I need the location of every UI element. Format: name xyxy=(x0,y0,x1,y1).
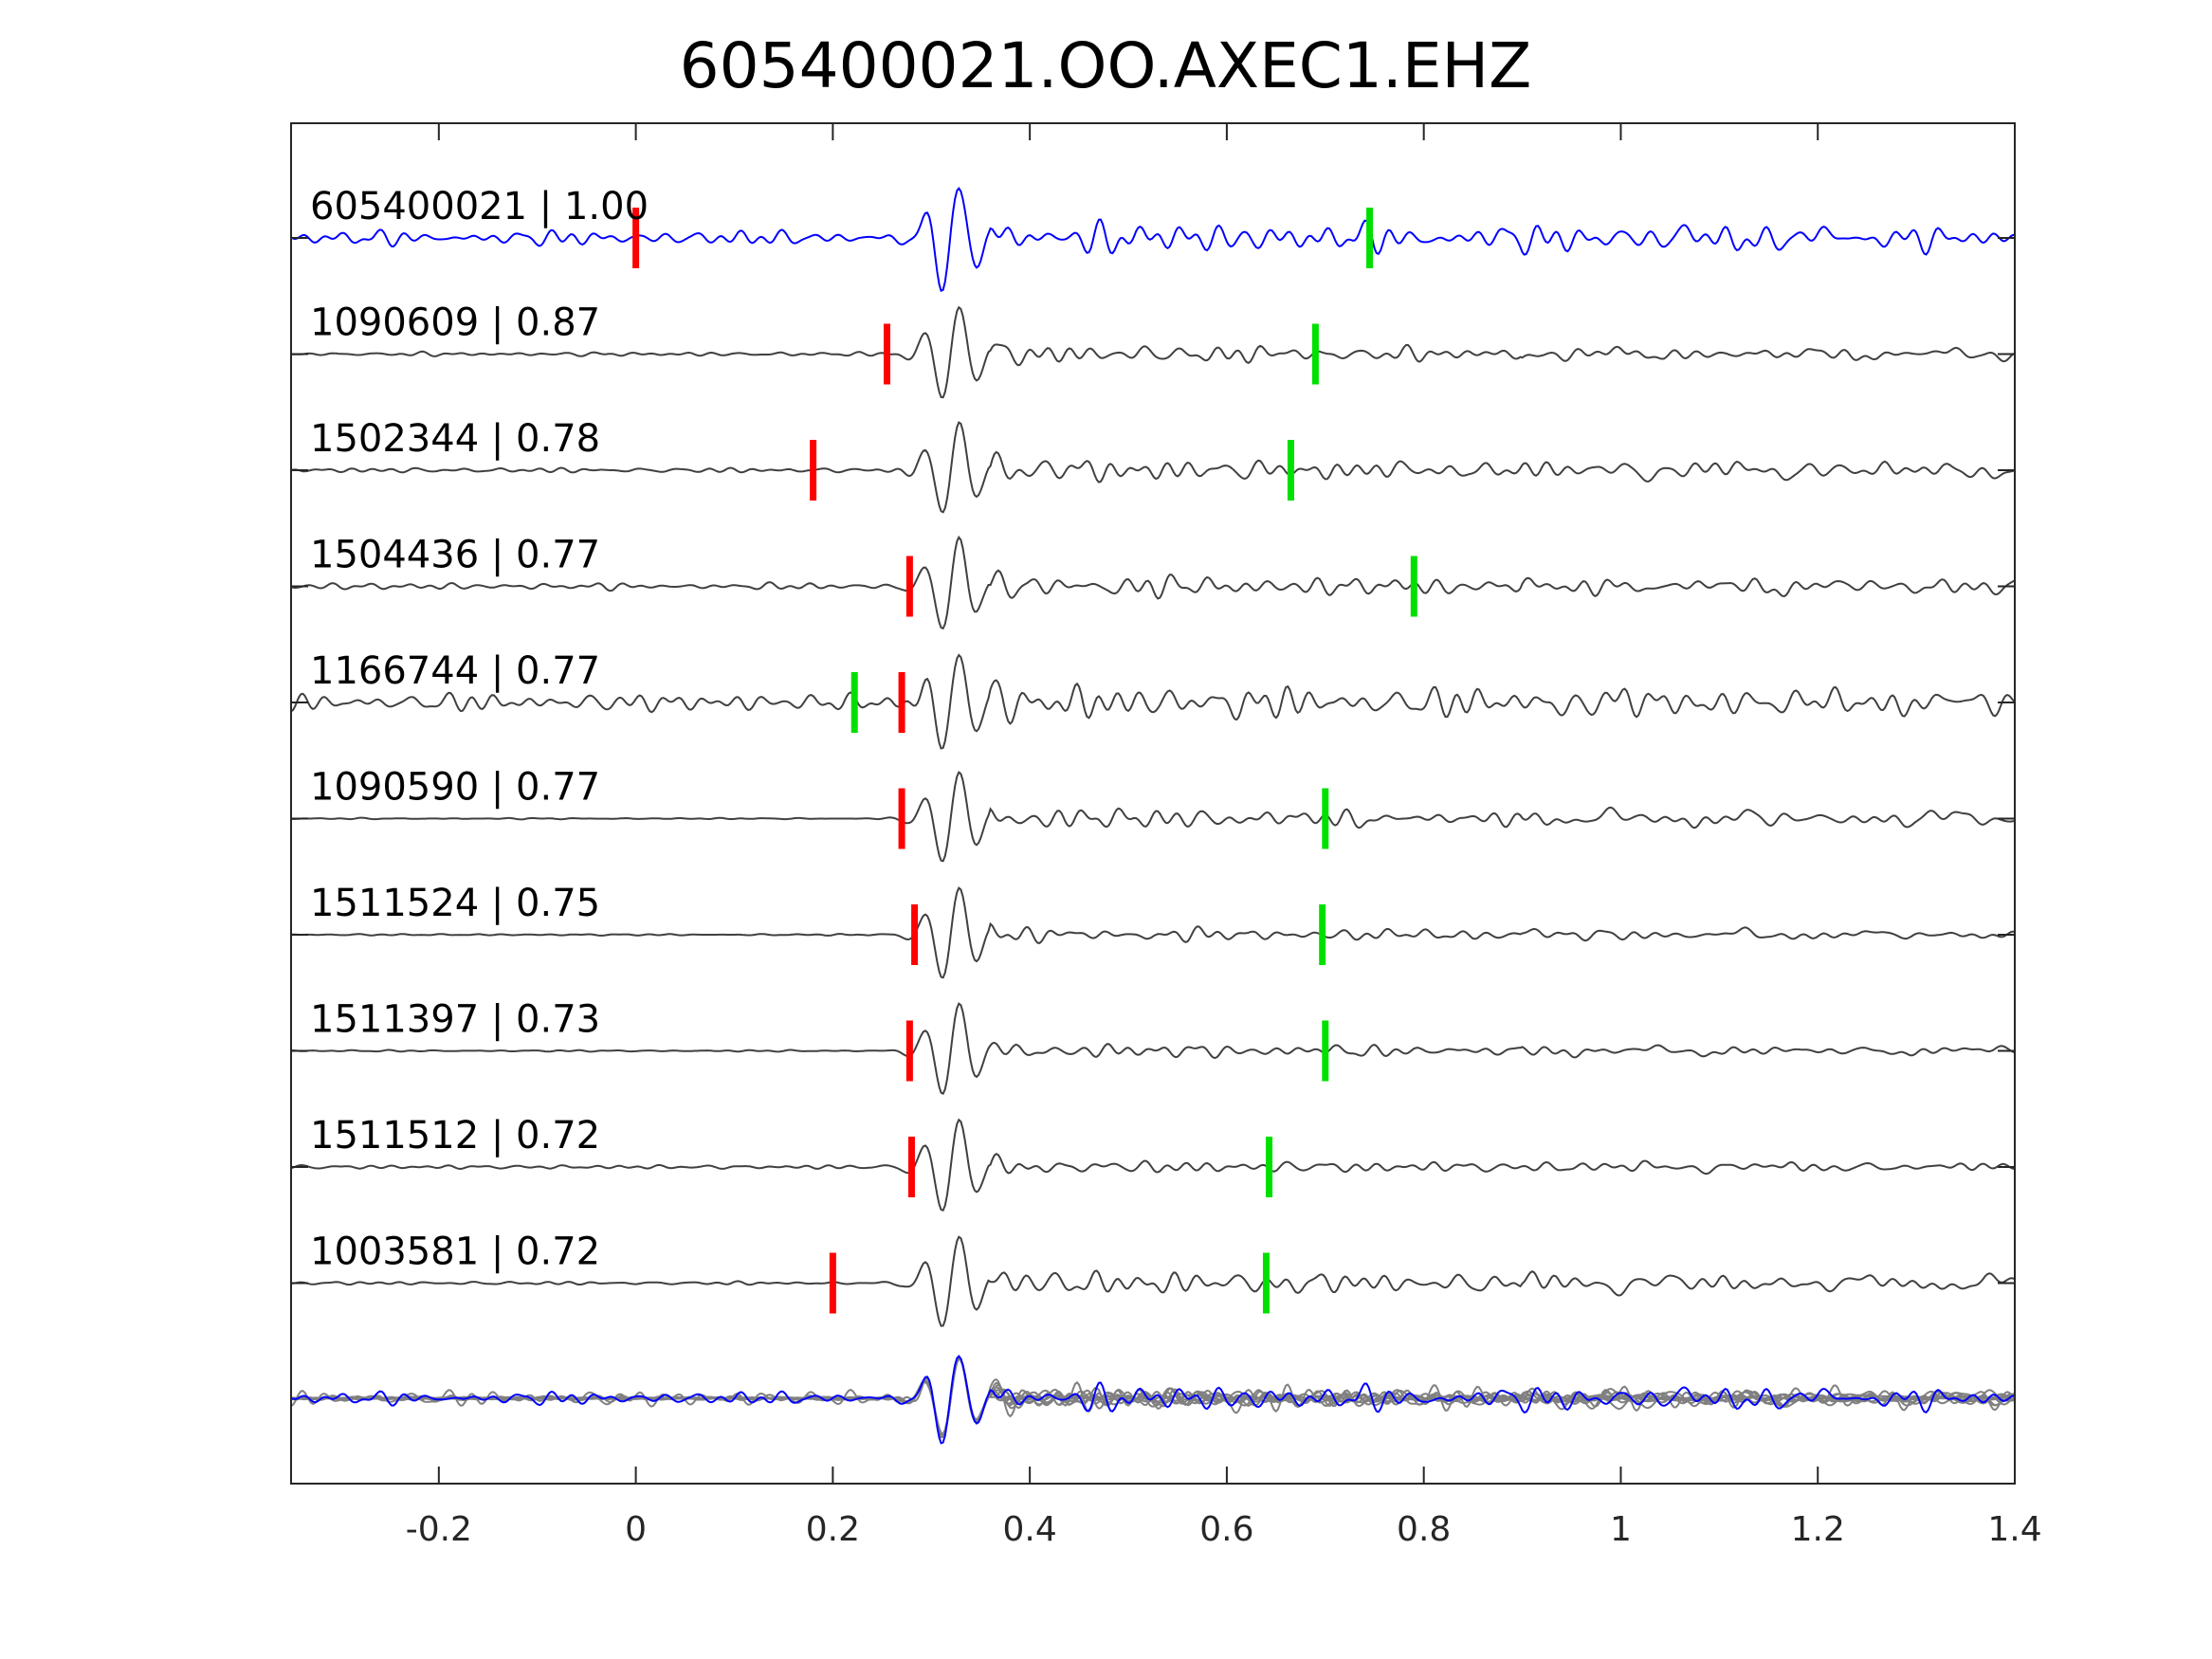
trace-line xyxy=(291,886,2016,979)
trace-label: 1166744 | 0.77 xyxy=(310,649,600,693)
x-tick-label: 0 xyxy=(625,1510,647,1549)
trace-line xyxy=(290,305,2016,399)
x-tick-label: 0.8 xyxy=(1397,1510,1451,1549)
x-tick-label: -0.2 xyxy=(406,1510,472,1549)
trace-label: 1502344 | 0.78 xyxy=(310,417,600,461)
trace-line xyxy=(291,1002,2016,1096)
x-tick-label: 1 xyxy=(1610,1510,1632,1549)
x-tick-label: 0.2 xyxy=(806,1510,860,1549)
overlay-master-line xyxy=(290,1354,2016,1445)
trace-line xyxy=(290,1118,2016,1212)
trace-label: 1511397 | 0.73 xyxy=(310,998,600,1042)
trace-group xyxy=(290,187,2016,1327)
x-tick-label: 1.2 xyxy=(1791,1510,1845,1549)
trace-line xyxy=(290,421,2016,514)
plot-frame xyxy=(290,122,2016,1485)
trace-line xyxy=(290,771,2016,863)
x-tick-label: 1.4 xyxy=(1987,1510,2041,1549)
trace-line xyxy=(290,187,2016,293)
x-tick-label: 0.6 xyxy=(1199,1510,1253,1549)
overlay-stack xyxy=(290,1354,2016,1445)
trace-label: 1504436 | 0.77 xyxy=(310,534,600,577)
trace-label: 1003581 | 0.72 xyxy=(310,1231,600,1274)
trace-line xyxy=(291,1235,2016,1327)
trace-line xyxy=(290,653,2016,750)
trace-label: 1511524 | 0.75 xyxy=(310,882,600,925)
trace-label: 1090590 | 0.77 xyxy=(310,766,600,810)
trace-label: 605400021 | 1.00 xyxy=(310,185,649,228)
trace-label: 1511512 | 0.72 xyxy=(310,1114,600,1158)
axes-frame xyxy=(290,122,2016,1485)
x-axis-ticks: -0.2 0 0.2 0.4 0.6 0.8 1 1.2 1.4 xyxy=(406,123,2042,1549)
trace-label: 1090609 | 0.87 xyxy=(310,301,600,345)
x-tick-label: 0.4 xyxy=(1003,1510,1057,1549)
trace-line xyxy=(290,535,2016,630)
chart-title: 605400021.OO.AXEC1.EHZ xyxy=(680,29,1532,102)
trace-labels: 605400021 | 1.00 1090609 | 0.87 1502344 | … xyxy=(310,185,649,1274)
pick-markers xyxy=(632,208,1417,1314)
